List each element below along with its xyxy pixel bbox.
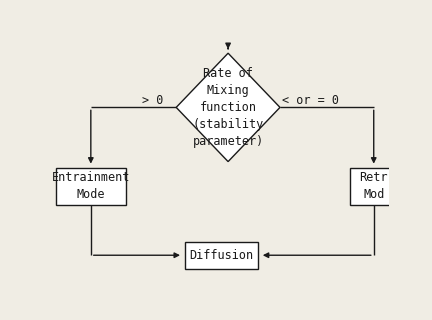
Text: Rate of
Mixing
function
(stability
parameter): Rate of Mixing function (stability param… bbox=[193, 67, 264, 148]
Text: Diffusion: Diffusion bbox=[189, 249, 254, 262]
Text: Retr
Mod: Retr Mod bbox=[359, 171, 388, 201]
Polygon shape bbox=[176, 53, 280, 162]
Text: Entrainment
Mode: Entrainment Mode bbox=[52, 171, 130, 201]
FancyBboxPatch shape bbox=[184, 242, 258, 269]
FancyBboxPatch shape bbox=[56, 168, 126, 205]
Text: < or = 0: < or = 0 bbox=[282, 93, 339, 107]
FancyBboxPatch shape bbox=[350, 168, 397, 205]
Text: > 0: > 0 bbox=[142, 93, 163, 107]
